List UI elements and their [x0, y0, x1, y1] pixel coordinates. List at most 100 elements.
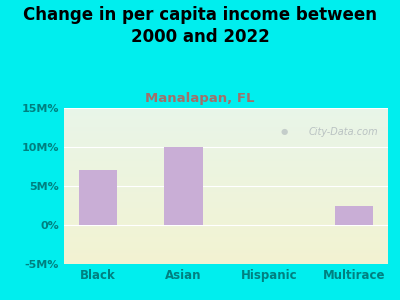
- Bar: [64, 256, 388, 258]
- Bar: [64, 170, 388, 172]
- Bar: [164, 147, 202, 225]
- Bar: [64, 113, 388, 114]
- Bar: [64, 148, 388, 150]
- Bar: [64, 128, 388, 130]
- Bar: [64, 138, 388, 139]
- Bar: [64, 199, 388, 200]
- Bar: [64, 124, 388, 125]
- Bar: [64, 155, 388, 156]
- Bar: [64, 173, 388, 175]
- Bar: [64, 144, 388, 146]
- Text: Manalapan, FL: Manalapan, FL: [145, 92, 255, 104]
- Bar: [64, 131, 388, 133]
- Bar: [64, 191, 388, 192]
- Bar: [64, 200, 388, 202]
- Bar: [64, 180, 388, 181]
- Bar: [64, 206, 388, 208]
- Bar: [64, 156, 388, 158]
- Bar: [64, 142, 388, 144]
- Bar: [64, 211, 388, 212]
- Bar: [64, 136, 388, 138]
- Bar: [64, 262, 388, 264]
- Bar: [64, 161, 388, 163]
- Bar: [64, 241, 388, 242]
- Bar: [64, 197, 388, 199]
- Bar: [64, 258, 388, 259]
- Bar: [64, 116, 388, 117]
- Bar: [64, 208, 388, 209]
- Bar: [64, 127, 388, 128]
- Bar: [64, 220, 388, 222]
- Bar: [64, 212, 388, 214]
- Bar: [64, 195, 388, 197]
- Bar: [64, 134, 388, 136]
- Bar: [64, 172, 388, 173]
- Bar: [64, 217, 388, 219]
- Bar: [64, 234, 388, 236]
- Bar: [64, 222, 388, 224]
- Bar: [64, 214, 388, 216]
- Bar: [64, 253, 388, 255]
- Bar: [64, 121, 388, 122]
- Bar: [64, 244, 388, 245]
- Bar: [64, 248, 388, 250]
- Bar: [64, 239, 388, 241]
- Bar: [64, 189, 388, 191]
- Bar: [64, 169, 388, 170]
- Bar: [64, 183, 388, 184]
- Bar: [64, 216, 388, 217]
- Bar: [64, 228, 388, 230]
- Bar: [64, 209, 388, 211]
- Bar: [64, 247, 388, 248]
- Bar: [64, 181, 388, 183]
- Bar: [64, 108, 388, 110]
- Bar: [64, 164, 388, 166]
- Bar: [79, 170, 117, 225]
- Bar: [64, 236, 388, 238]
- Bar: [64, 110, 388, 111]
- Bar: [64, 139, 388, 141]
- Bar: [64, 130, 388, 131]
- Bar: [64, 251, 388, 253]
- Bar: [64, 152, 388, 153]
- Bar: [64, 188, 388, 189]
- Bar: [64, 167, 388, 169]
- Bar: [64, 114, 388, 116]
- Bar: [64, 202, 388, 203]
- Bar: [64, 205, 388, 206]
- Bar: [64, 147, 388, 148]
- Bar: [64, 242, 388, 244]
- Bar: [64, 150, 388, 152]
- Bar: [64, 158, 388, 160]
- Bar: [64, 250, 388, 251]
- Bar: [64, 111, 388, 113]
- Bar: [64, 231, 388, 233]
- Bar: [64, 192, 388, 194]
- Bar: [64, 230, 388, 231]
- Bar: [64, 233, 388, 234]
- Bar: [64, 238, 388, 239]
- Bar: [64, 122, 388, 124]
- Bar: [64, 261, 388, 262]
- Bar: [64, 125, 388, 127]
- Bar: [64, 225, 388, 226]
- Bar: [64, 119, 388, 121]
- Text: City-Data.com: City-Data.com: [309, 127, 378, 137]
- Bar: [64, 219, 388, 220]
- Bar: [64, 146, 388, 147]
- Bar: [64, 133, 388, 134]
- Bar: [64, 160, 388, 161]
- Bar: [64, 245, 388, 247]
- Bar: [64, 177, 388, 178]
- Text: ●: ●: [280, 127, 288, 136]
- Bar: [64, 117, 388, 119]
- Bar: [64, 184, 388, 186]
- Bar: [64, 259, 388, 261]
- Text: Change in per capita income between
2000 and 2022: Change in per capita income between 2000…: [23, 6, 377, 46]
- Bar: [64, 163, 388, 164]
- Bar: [64, 186, 388, 188]
- Bar: [64, 178, 388, 180]
- Bar: [64, 141, 388, 142]
- Bar: [64, 166, 388, 167]
- Bar: [64, 175, 388, 177]
